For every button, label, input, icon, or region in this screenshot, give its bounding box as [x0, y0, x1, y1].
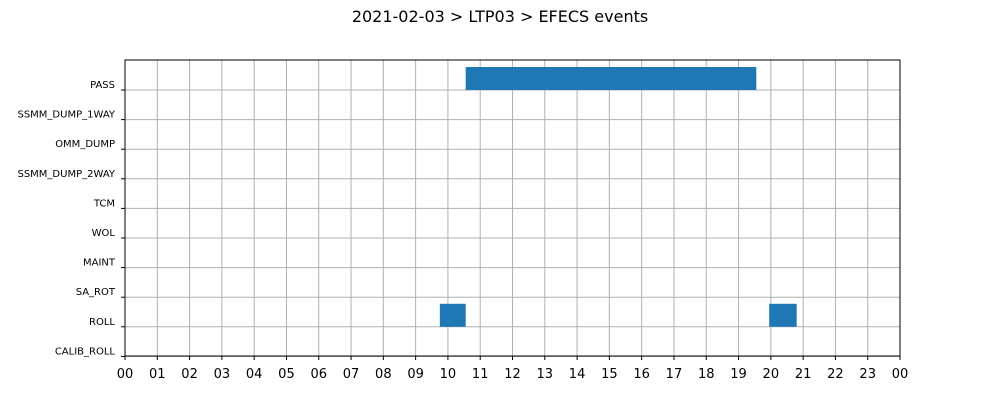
x-tick-label: 17 — [666, 367, 683, 382]
y-tick-label: WOL — [92, 228, 116, 239]
event-bar-pass — [465, 67, 757, 90]
x-tick-label: 00 — [117, 367, 134, 382]
y-tick-label: MAINT — [83, 258, 116, 269]
x-tick-label: 12 — [504, 367, 521, 382]
x-tick-label: 01 — [149, 367, 166, 382]
x-tick-label: 11 — [472, 367, 489, 382]
x-tick-label: 16 — [633, 367, 650, 382]
x-tick-label: 07 — [343, 367, 360, 382]
x-tick-label: 09 — [407, 367, 424, 382]
x-tick-label: 15 — [601, 367, 618, 382]
event-bars — [439, 67, 797, 327]
x-tick-label: 23 — [859, 367, 876, 382]
x-tick-label: 10 — [440, 367, 457, 382]
x-tick-label: 21 — [795, 367, 812, 382]
y-tick-label: SA_ROT — [76, 287, 116, 298]
x-tick-label: 02 — [181, 367, 198, 382]
y-axis: PASS SSMM_DUMP_1WAY OMM_DUMP SSMM_DUMP_2WAY… — [17, 80, 125, 357]
x-tick-label: 20 — [763, 367, 780, 382]
y-tick-label: CALIB_ROLL — [55, 346, 116, 357]
x-tick-label: 08 — [375, 367, 392, 382]
y-tick-label: SSMM_DUMP_1WAY — [17, 110, 115, 121]
y-tick-label: TCM — [93, 198, 115, 209]
event-bar-roll — [769, 303, 797, 327]
y-tick-label: ROLL — [89, 317, 115, 328]
x-tick-label: 13 — [537, 367, 554, 382]
x-tick-label: 18 — [698, 367, 715, 382]
event-bar-roll — [439, 303, 466, 327]
x-tick-label: 04 — [246, 367, 263, 382]
x-tick-label: 06 — [310, 367, 327, 382]
chart-title: 2021-02-03 > LTP03 > EFECS events — [352, 7, 648, 26]
y-tick-label: PASS — [90, 80, 115, 91]
x-tick-label: 22 — [827, 367, 844, 382]
x-tick-label: 14 — [569, 367, 586, 382]
y-tick-label: OMM_DUMP — [55, 139, 115, 150]
x-tick-label: 03 — [214, 367, 231, 382]
x-tick-label: 19 — [730, 367, 747, 382]
x-tick-label: 00 — [892, 367, 909, 382]
y-tick-label: SSMM_DUMP_2WAY — [17, 169, 115, 180]
x-tick-label: 05 — [278, 367, 295, 382]
x-axis: 00 01 02 03 04 05 06 07 08 09 10 11 12 13 14 15 16 17 18 19… — [117, 356, 909, 382]
plot-frame — [124, 59, 901, 357]
